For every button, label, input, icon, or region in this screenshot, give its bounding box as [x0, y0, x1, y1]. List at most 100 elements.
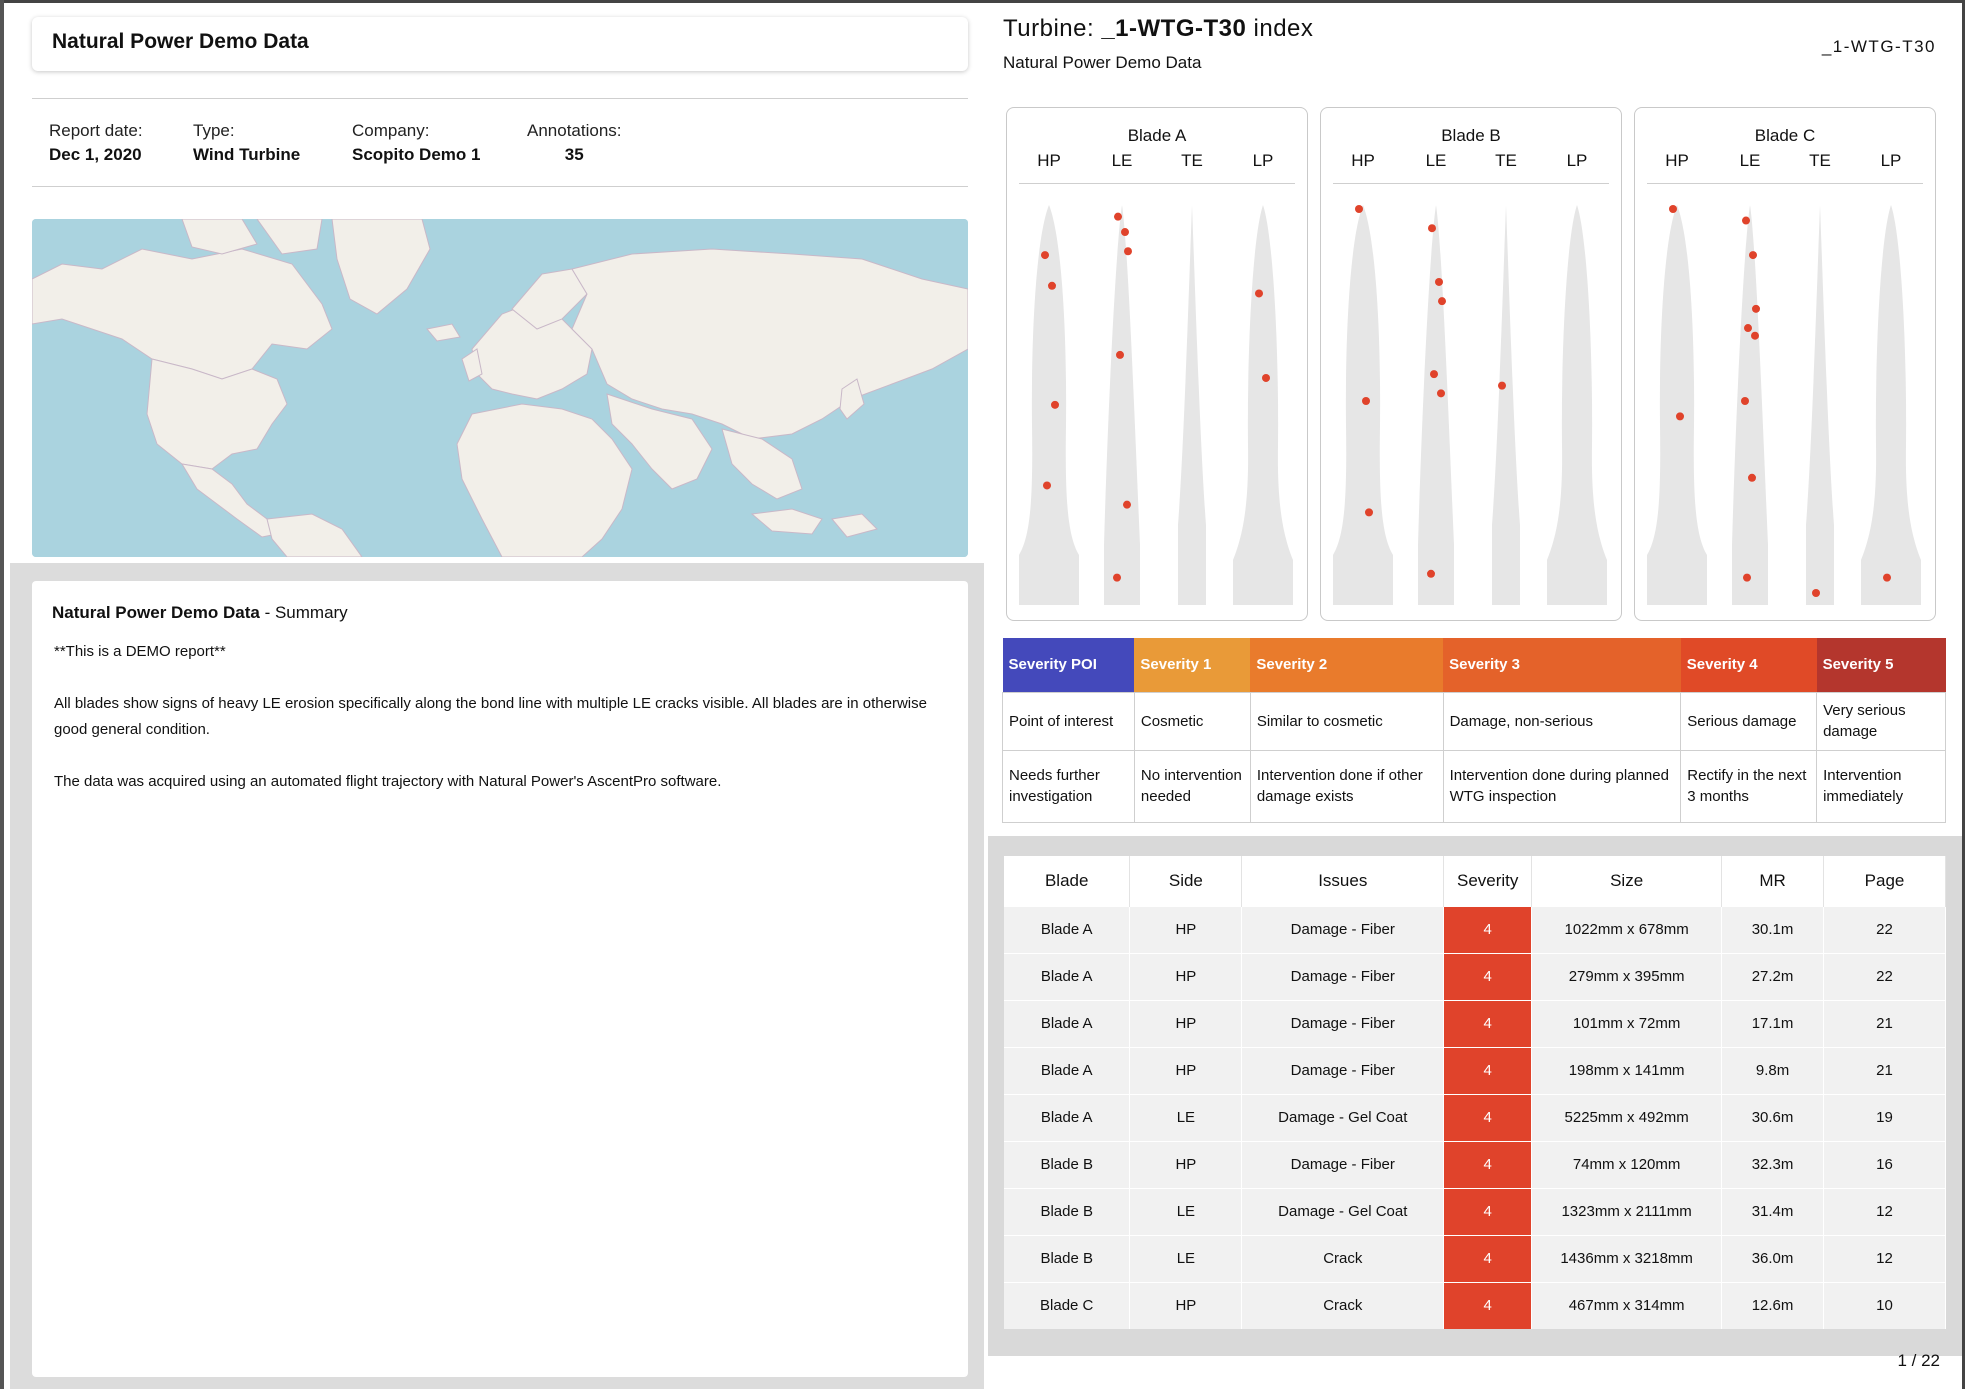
- damage-marker[interactable]: [1124, 247, 1132, 256]
- issues-section: Blade Side Issues Severity Size MR Page Blade …: [988, 836, 1962, 1356]
- issues-cell-issues: Damage - Fiber: [1241, 1140, 1445, 1188]
- severity-description-cell: Serious damage: [1680, 691, 1818, 751]
- severity-header-cell: Severity 2: [1250, 638, 1444, 692]
- damage-marker[interactable]: [1744, 324, 1752, 333]
- damage-marker[interactable]: [1114, 212, 1122, 221]
- damage-marker[interactable]: [1362, 397, 1370, 405]
- summary-paragraph: **This is a DEMO report**: [54, 643, 226, 660]
- window-top-border: [0, 0, 1965, 3]
- damage-marker[interactable]: [1428, 224, 1436, 233]
- damage-marker[interactable]: [1749, 251, 1757, 260]
- blade-diagram: [1647, 205, 1921, 605]
- summary-card: Natural Power Demo Data - Summary **This…: [32, 581, 968, 1377]
- issues-cell-mr: 27.2m: [1721, 952, 1825, 1000]
- blade-le-outline: [1418, 205, 1454, 605]
- issues-row[interactable]: Blade B LE Damage - Gel Coat 4 1323mm x 2111…: [1004, 1187, 1946, 1235]
- company-value: Scopito Demo 1: [352, 145, 481, 164]
- issues-cell-size: 198mm x 141mm: [1531, 1046, 1723, 1094]
- blade-card[interactable]: Blade A HP LE TE LP: [1006, 107, 1308, 621]
- issues-column-header[interactable]: Severity: [1443, 856, 1533, 906]
- damage-marker[interactable]: [1438, 297, 1446, 306]
- blade-side-label: LE: [1739, 151, 1761, 170]
- annotations-label: Annotations:: [527, 121, 622, 140]
- damage-marker[interactable]: [1498, 381, 1506, 390]
- window-right-border: [1962, 0, 1965, 1389]
- issues-column-header[interactable]: Issues: [1241, 856, 1445, 906]
- damage-marker[interactable]: [1355, 205, 1363, 213]
- damage-marker[interactable]: [1123, 500, 1131, 509]
- damage-marker[interactable]: [1427, 569, 1435, 578]
- damage-marker[interactable]: [1751, 331, 1759, 340]
- blade-name: Blade C: [1754, 126, 1816, 145]
- meta-annotations: Annotations: 35: [527, 121, 622, 165]
- issues-column-header[interactable]: MR: [1721, 856, 1825, 906]
- damage-marker[interactable]: [1051, 400, 1059, 409]
- issues-cell-issues: Damage - Gel Coat: [1241, 1187, 1445, 1235]
- issues-cell-size: 5225mm x 492mm: [1531, 1093, 1723, 1141]
- issues-column-header[interactable]: Size: [1531, 856, 1723, 906]
- issues-column-header[interactable]: Blade: [1004, 856, 1131, 906]
- issues-cell-side: HP: [1129, 952, 1243, 1000]
- turbine-title-id: _1-WTG-T30: [1101, 15, 1247, 42]
- damage-marker[interactable]: [1748, 473, 1756, 482]
- issues-row[interactable]: Blade A HP Damage - Fiber 4 101mm x 72mm 17.1…: [1004, 999, 1946, 1047]
- issues-cell-page: 12: [1823, 1234, 1946, 1282]
- blade-diagram: [1333, 205, 1607, 605]
- severity-action-cell: Intervention done during planned WTG ins…: [1442, 749, 1682, 823]
- issues-cell-mr: 30.6m: [1721, 1093, 1825, 1141]
- blade-name: Blade B: [1441, 126, 1501, 145]
- damage-marker[interactable]: [1741, 397, 1749, 405]
- issues-cell-blade: Blade B: [1004, 1234, 1131, 1282]
- damage-marker[interactable]: [1743, 573, 1751, 582]
- damage-marker[interactable]: [1435, 277, 1443, 286]
- severity-legend-header: Severity POI Severity 1 Severity 2 Severity…: [1002, 638, 1946, 692]
- issues-cell-blade: Blade A: [1004, 952, 1131, 1000]
- issues-row[interactable]: Blade A LE Damage - Gel Coat 4 5225mm x 492m…: [1004, 1093, 1946, 1141]
- severity-description-cell: Cosmetic: [1133, 691, 1251, 751]
- issues-row[interactable]: Blade B LE Crack 4 1436mm x 3218mm 36.0m 12: [1004, 1234, 1946, 1282]
- issues-cell-size: 1323mm x 2111mm: [1531, 1187, 1723, 1235]
- damage-marker[interactable]: [1255, 289, 1263, 298]
- damage-marker[interactable]: [1676, 412, 1684, 421]
- issues-row[interactable]: Blade C HP Crack 4 467mm x 314mm 12.6m 10: [1004, 1281, 1946, 1329]
- issues-row[interactable]: Blade A HP Damage - Fiber 4 279mm x 395mm 27.…: [1004, 952, 1946, 1000]
- damage-marker[interactable]: [1669, 205, 1677, 213]
- damage-marker[interactable]: [1116, 350, 1124, 359]
- damage-marker[interactable]: [1048, 281, 1056, 290]
- issues-cell-blade: Blade A: [1004, 1093, 1131, 1141]
- issues-cell-issues: Damage - Fiber: [1241, 905, 1445, 953]
- issues-cell-size: 101mm x 72mm: [1531, 999, 1723, 1047]
- issues-cell-mr: 17.1m: [1721, 999, 1825, 1047]
- issues-row[interactable]: Blade A HP Damage - Fiber 4 1022mm x 678mm 30…: [1004, 905, 1946, 953]
- damage-marker[interactable]: [1812, 589, 1820, 597]
- issues-column-header[interactable]: Side: [1129, 856, 1243, 906]
- blade-te-outline: [1806, 205, 1834, 605]
- damage-marker[interactable]: [1752, 304, 1760, 313]
- damage-marker[interactable]: [1043, 481, 1051, 490]
- blade-card[interactable]: Blade B HP LE TE LP: [1320, 107, 1622, 621]
- damage-marker[interactable]: [1742, 216, 1750, 225]
- damage-marker[interactable]: [1121, 228, 1129, 237]
- damage-marker[interactable]: [1883, 573, 1891, 582]
- issues-cell-page: 12: [1823, 1187, 1946, 1235]
- issues-row[interactable]: Blade A HP Damage - Fiber 4 198mm x 141mm 9.8…: [1004, 1046, 1946, 1094]
- blade-hp-outline: [1647, 205, 1707, 605]
- issues-cell-issues: Damage - Fiber: [1241, 999, 1445, 1047]
- damage-marker[interactable]: [1430, 370, 1438, 379]
- damage-marker[interactable]: [1365, 508, 1373, 517]
- damage-marker[interactable]: [1262, 373, 1270, 382]
- issues-cell-blade: Blade A: [1004, 999, 1131, 1047]
- issues-column-header[interactable]: Page: [1823, 856, 1946, 906]
- issues-cell-severity: 4: [1443, 1281, 1533, 1329]
- blade-side-label: LP: [1566, 151, 1588, 170]
- blade-card[interactable]: Blade C HP LE TE LP: [1634, 107, 1936, 621]
- issues-cell-side: LE: [1129, 1187, 1243, 1235]
- issues-row[interactable]: Blade B HP Damage - Fiber 4 74mm x 120mm 32.3…: [1004, 1140, 1946, 1188]
- damage-marker[interactable]: [1113, 573, 1121, 582]
- world-map[interactable]: [32, 219, 968, 557]
- severity-action-cell: Intervention immediately: [1816, 749, 1946, 823]
- severity-header-cell: Severity 4: [1680, 638, 1817, 692]
- summary-paragraph: All blades show signs of heavy LE erosio…: [54, 695, 927, 738]
- damage-marker[interactable]: [1041, 251, 1049, 260]
- damage-marker[interactable]: [1437, 389, 1445, 398]
